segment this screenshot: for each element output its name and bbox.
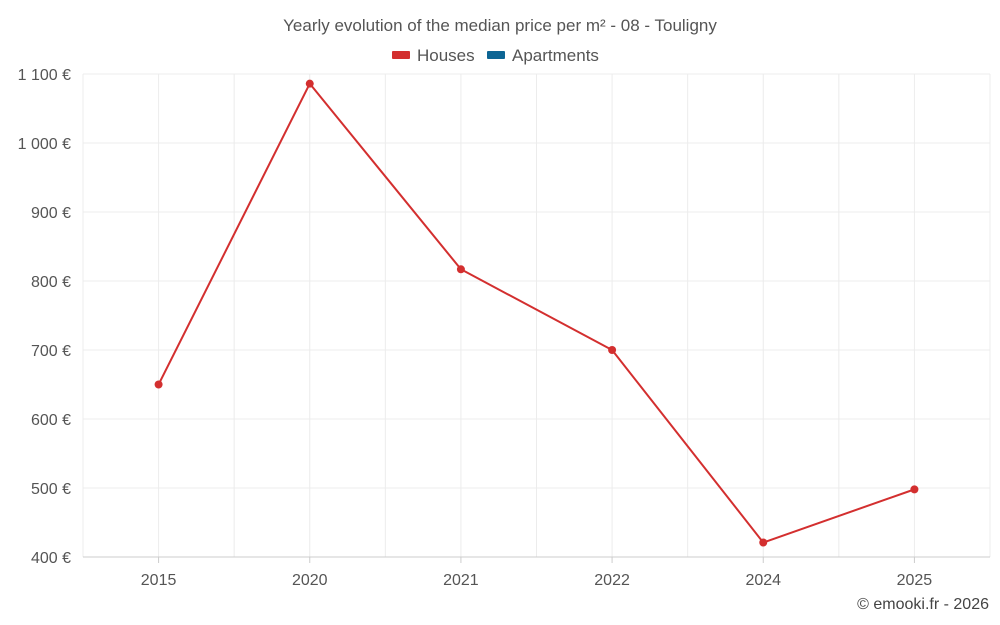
series [154, 79, 919, 547]
data-point-houses[interactable] [305, 79, 314, 88]
y-tick-label: 500 € [31, 481, 71, 498]
data-point-houses[interactable] [456, 265, 465, 274]
x-tick-label: 2024 [745, 572, 781, 589]
data-point-houses[interactable] [154, 380, 163, 389]
x-tick-label: 2022 [594, 572, 630, 589]
legend-swatch-apartments [487, 51, 505, 59]
legend-label-apartments: Apartments [512, 46, 599, 65]
legend-item-apartments[interactable]: Apartments [487, 46, 599, 65]
tick-labels: 400 € 500 € 600 € 700 € 800 € 900 € 1 000 € 1 1… [18, 67, 933, 589]
y-tick-label: 600 € [31, 412, 71, 429]
x-tick-label: 2020 [292, 572, 328, 589]
y-tick-label: 900 € [31, 205, 71, 222]
chart-title: Yearly evolution of the median price per… [283, 16, 717, 35]
x-tick-label: 2021 [443, 572, 479, 589]
series-line-houses [157, 82, 915, 544]
data-point-houses[interactable] [608, 346, 617, 354]
y-tick-label: 1 000 € [18, 136, 71, 153]
data-point-houses[interactable] [910, 485, 919, 494]
x-tick-label: 2025 [897, 572, 933, 589]
y-tick-label: 700 € [31, 343, 71, 360]
axes [83, 556, 990, 563]
grid [82, 73, 991, 557]
y-tick-label: 1 100 € [18, 67, 71, 84]
credit-text: © emooki.fr - 2026 [857, 596, 989, 613]
y-tick-label: 400 € [31, 550, 71, 567]
x-tick-label: 2015 [141, 572, 177, 589]
y-tick-label: 800 € [31, 274, 71, 291]
legend-item-houses[interactable]: Houses [392, 46, 475, 65]
data-point-houses[interactable] [759, 538, 768, 547]
legend[interactable]: Houses Apartments [392, 46, 599, 65]
legend-swatch-houses [392, 51, 410, 59]
legend-label-houses: Houses [417, 46, 475, 65]
